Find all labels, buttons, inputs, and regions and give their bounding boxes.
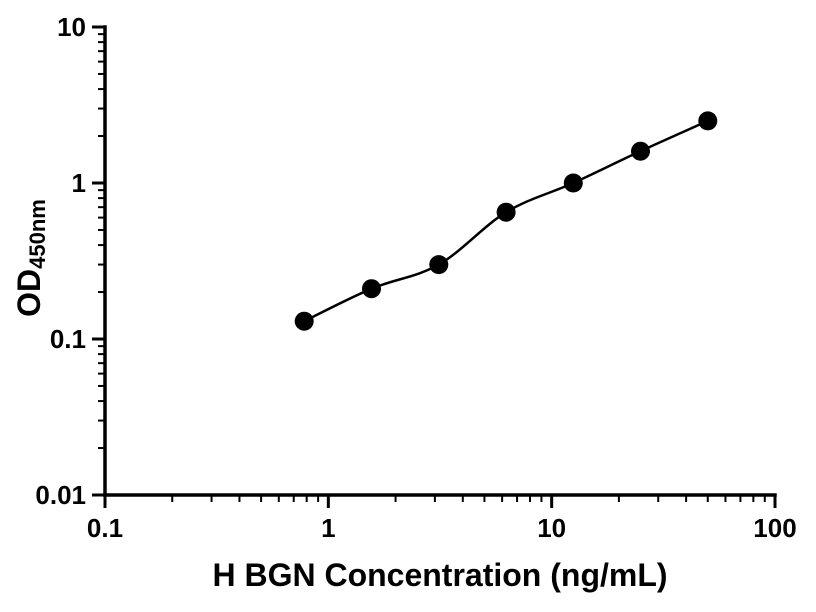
y-axis-title-subscript: 450nm (24, 199, 50, 269)
data-point (362, 279, 381, 299)
y-axis-title-text: OD (11, 268, 48, 317)
data-point (294, 311, 314, 331)
y-tick-label: 10 (57, 12, 86, 42)
data-point (563, 173, 583, 193)
x-axis-title: H BGN Concentration (ng/mL) (212, 557, 668, 593)
y-tick-label: 1 (72, 168, 86, 198)
x-tick-label: 100 (753, 513, 796, 543)
y-tick-label: 0.1 (50, 324, 86, 354)
x-tick-label: 10 (537, 513, 566, 543)
data-point (631, 141, 650, 161)
x-tick-label: 0.1 (87, 513, 123, 543)
data-point (698, 111, 718, 131)
data-point (429, 255, 449, 275)
data-point (496, 202, 516, 222)
y-tick-label: 0.01 (35, 480, 86, 510)
y-axis-title: OD450nm (11, 199, 51, 317)
x-tick-label: 1 (321, 513, 335, 543)
